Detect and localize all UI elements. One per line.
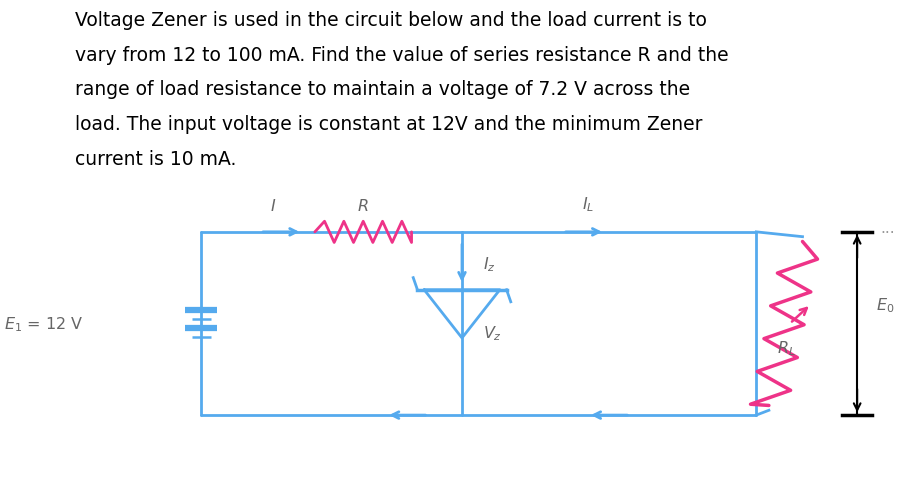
Text: $E_0$: $E_0$ [875, 295, 894, 314]
Text: load. The input voltage is constant at 12V and the minimum Zener: load. The input voltage is constant at 1… [75, 115, 703, 134]
Text: $I_L$: $I_L$ [582, 195, 594, 213]
Text: vary from 12 to 100 mA. Find the value of series resistance R and the: vary from 12 to 100 mA. Find the value o… [75, 45, 729, 65]
Text: range of load resistance to maintain a voltage of 7.2 V across the: range of load resistance to maintain a v… [75, 80, 690, 99]
Text: current is 10 mA.: current is 10 mA. [75, 150, 236, 168]
Text: $R$: $R$ [357, 197, 368, 213]
Text: $R_L$: $R_L$ [777, 338, 796, 357]
Text: $E_1$ = 12 V: $E_1$ = 12 V [5, 315, 84, 333]
Text: $I_z$: $I_z$ [483, 254, 495, 273]
Text: $I$: $I$ [270, 197, 276, 213]
Text: Voltage Zener is used in the circuit below and the load current is to: Voltage Zener is used in the circuit bel… [75, 11, 707, 30]
Text: ...: ... [881, 220, 895, 235]
Text: $V_z$: $V_z$ [483, 324, 502, 343]
